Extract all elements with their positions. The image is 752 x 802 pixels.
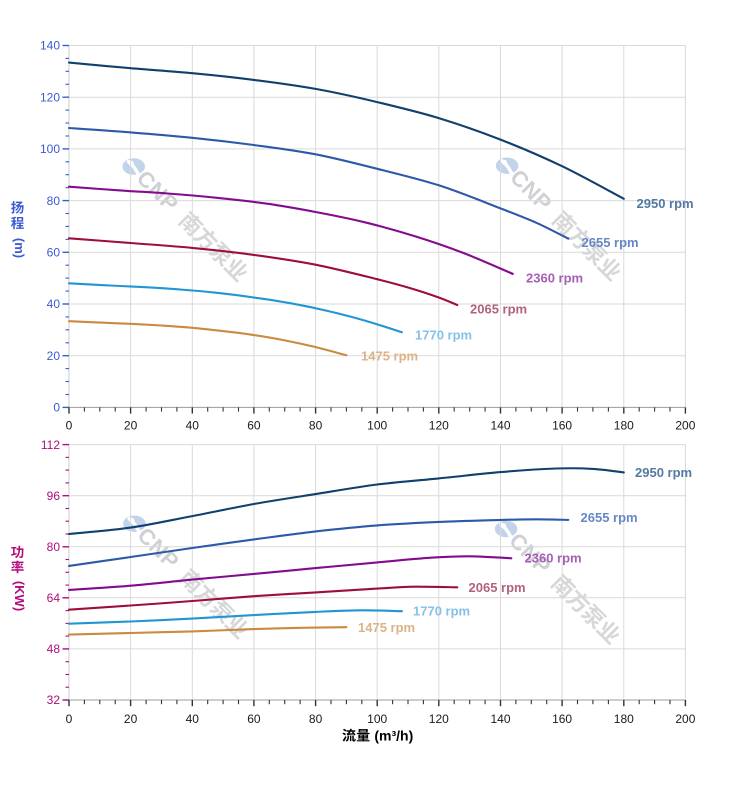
svg-text:200: 200 xyxy=(675,712,695,726)
svg-text:140: 140 xyxy=(40,39,60,53)
svg-text:2065 rpm: 2065 rpm xyxy=(469,580,526,595)
svg-text:80: 80 xyxy=(47,194,61,208)
svg-text:140: 140 xyxy=(490,418,510,432)
svg-text:96: 96 xyxy=(47,489,61,503)
svg-text:180: 180 xyxy=(614,418,634,432)
svg-text:(KW): (KW) xyxy=(12,581,27,611)
svg-text:1770 rpm: 1770 rpm xyxy=(415,327,472,342)
svg-text:60: 60 xyxy=(47,246,61,260)
svg-text:20: 20 xyxy=(124,712,138,726)
svg-text:200: 200 xyxy=(675,418,695,432)
svg-text:2065 rpm: 2065 rpm xyxy=(470,301,527,316)
svg-text:1475 rpm: 1475 rpm xyxy=(361,348,418,363)
svg-text:160: 160 xyxy=(552,418,572,432)
svg-text:100: 100 xyxy=(367,712,387,726)
svg-text:40: 40 xyxy=(186,712,200,726)
svg-text:120: 120 xyxy=(40,90,60,104)
svg-text:140: 140 xyxy=(490,712,510,726)
svg-text:160: 160 xyxy=(552,712,572,726)
svg-text:1770 rpm: 1770 rpm xyxy=(413,603,470,618)
svg-text:32: 32 xyxy=(47,693,61,707)
svg-text:1475 rpm: 1475 rpm xyxy=(358,620,415,635)
svg-text:2360 rpm: 2360 rpm xyxy=(526,270,583,285)
svg-text:180: 180 xyxy=(614,712,634,726)
svg-text:48: 48 xyxy=(47,642,61,656)
svg-text:2655 rpm: 2655 rpm xyxy=(582,235,639,250)
svg-text:2950 rpm: 2950 rpm xyxy=(635,465,692,480)
svg-text:2655 rpm: 2655 rpm xyxy=(581,510,638,525)
svg-text:(m): (m) xyxy=(12,238,27,258)
svg-text:80: 80 xyxy=(47,540,61,554)
svg-text:120: 120 xyxy=(429,418,449,432)
svg-text:60: 60 xyxy=(247,712,261,726)
svg-text:40: 40 xyxy=(186,418,200,432)
svg-text:100: 100 xyxy=(40,142,60,156)
svg-text:0: 0 xyxy=(53,401,60,415)
svg-text:120: 120 xyxy=(429,712,449,726)
svg-text:112: 112 xyxy=(41,438,60,452)
svg-text:100: 100 xyxy=(367,418,387,432)
svg-text:80: 80 xyxy=(309,418,323,432)
svg-text:40: 40 xyxy=(47,297,61,311)
svg-text:2950 rpm: 2950 rpm xyxy=(637,196,694,211)
svg-text:20: 20 xyxy=(47,349,61,363)
svg-text:64: 64 xyxy=(47,591,61,605)
svg-text:(m³/h): (m³/h) xyxy=(374,728,413,744)
svg-text:80: 80 xyxy=(309,712,323,726)
svg-text:2360 rpm: 2360 rpm xyxy=(525,550,582,565)
svg-text:0: 0 xyxy=(66,418,73,432)
svg-text:0: 0 xyxy=(66,712,73,726)
svg-text:60: 60 xyxy=(247,418,261,432)
svg-text:20: 20 xyxy=(124,418,138,432)
